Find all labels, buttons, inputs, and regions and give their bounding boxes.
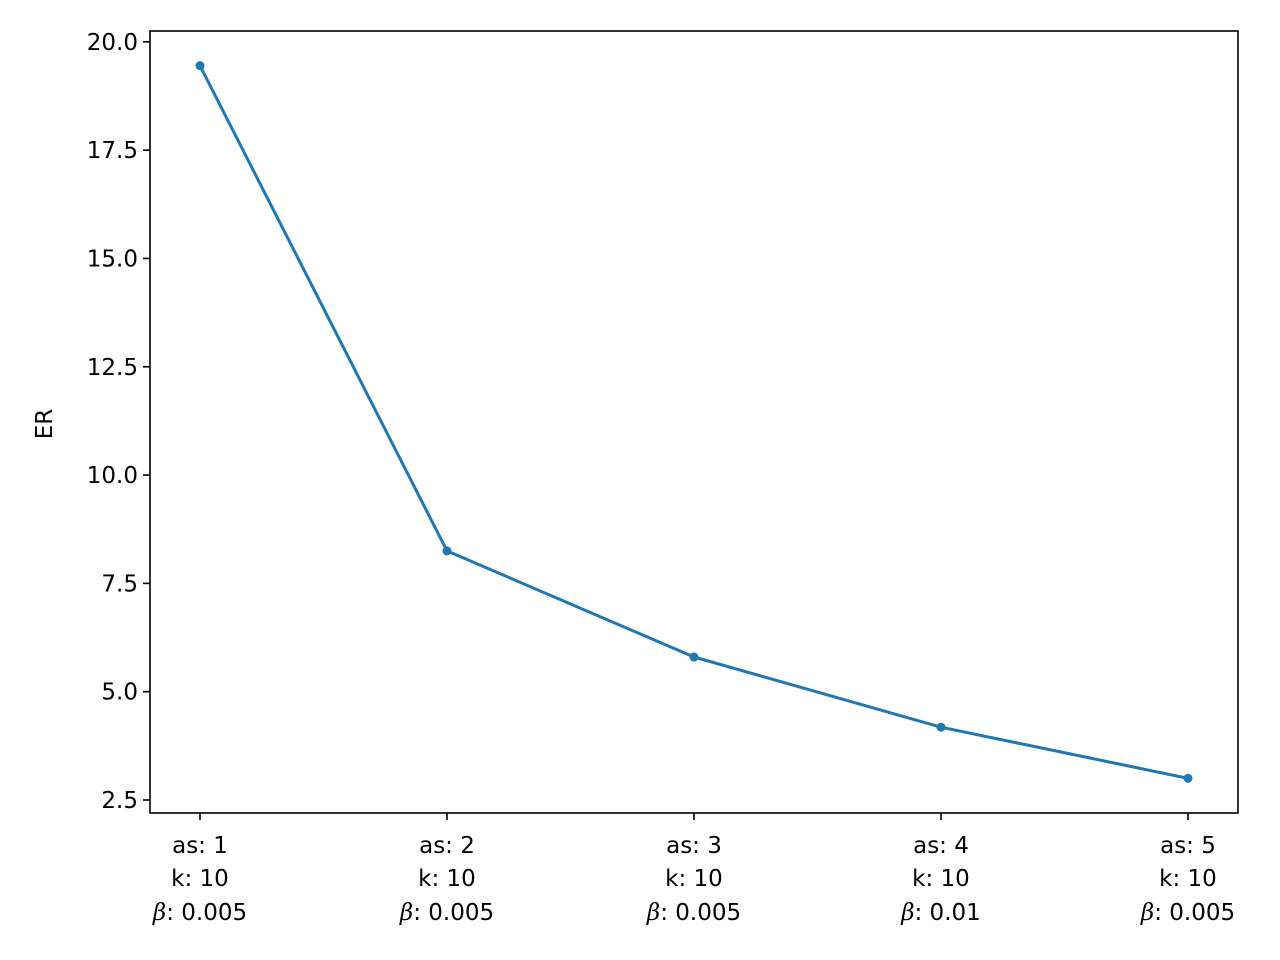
- x-tick-label-k: k: 10: [171, 866, 229, 892]
- x-tick-label-as: as: 4: [913, 833, 969, 859]
- x-tick-label-as: as: 3: [666, 833, 722, 859]
- beta-symbol: β: [646, 900, 660, 926]
- ticks-layer: 2.55.07.510.012.515.017.520.0as: 1k: 10β…: [87, 30, 1235, 926]
- x-tick-label-beta: β: 0.005: [646, 900, 741, 926]
- series-line: [197, 63, 1190, 781]
- y-tick-label: 20.0: [87, 30, 138, 56]
- beta-symbol: β: [900, 900, 914, 926]
- y-tick-label: 7.5: [101, 571, 138, 597]
- plot-layer: [195, 61, 1193, 783]
- beta-value: : 0.005: [660, 900, 741, 926]
- x-tick-label-k: k: 10: [418, 866, 476, 892]
- data-point: [936, 722, 946, 732]
- x-tick-label-k: k: 10: [665, 866, 723, 892]
- x-tick-label-as: as: 2: [419, 833, 475, 859]
- x-tick-label-as: as: 5: [1160, 833, 1216, 859]
- x-tick-label-k: k: 10: [1159, 866, 1217, 892]
- y-axis-label: ER: [32, 409, 58, 440]
- beta-value: : 0.005: [413, 900, 494, 926]
- beta-symbol: β: [152, 900, 166, 926]
- data-point: [689, 652, 699, 662]
- beta-value: : 0.005: [1154, 900, 1235, 926]
- x-tick-label-beta: β: 0.005: [399, 900, 494, 926]
- y-tick-label: 2.5: [101, 788, 138, 814]
- x-tick-label-beta: β: 0.005: [1140, 900, 1235, 926]
- data-point: [1183, 773, 1193, 783]
- y-tick-label: 15.0: [87, 246, 138, 272]
- data-point: [195, 61, 205, 71]
- y-tick-label: 5.0: [101, 680, 138, 706]
- y-tick-label: 17.5: [87, 138, 138, 164]
- x-tick-label-as: as: 1: [172, 833, 228, 859]
- x-tick-label-beta: β: 0.01: [900, 900, 981, 926]
- plot-area-frame: [149, 30, 1239, 814]
- beta-value: : 0.01: [915, 900, 981, 926]
- x-tick-label-beta: β: 0.005: [152, 900, 247, 926]
- beta-value: : 0.005: [166, 900, 247, 926]
- data-point: [442, 546, 452, 556]
- beta-symbol: β: [1140, 900, 1154, 926]
- x-tick-label-k: k: 10: [912, 866, 970, 892]
- y-tick-label: 10.0: [87, 463, 138, 489]
- y-tick-label: 12.5: [87, 355, 138, 381]
- beta-symbol: β: [399, 900, 413, 926]
